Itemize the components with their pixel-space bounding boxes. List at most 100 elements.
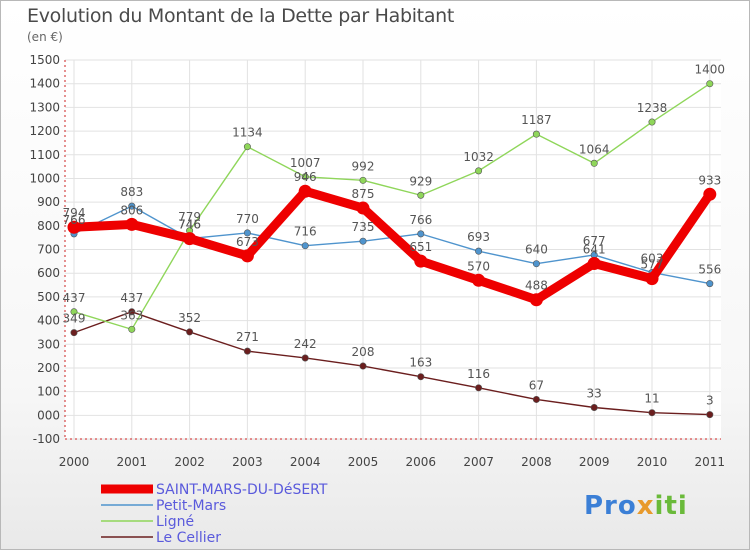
data-point	[590, 403, 598, 411]
data-point	[70, 308, 78, 316]
x-tick-label: 2009	[579, 455, 610, 469]
data-point	[417, 230, 425, 238]
data-label: 488	[525, 279, 548, 293]
data-label: 116	[467, 367, 490, 381]
data-point	[475, 384, 483, 392]
y-tick-label: 400	[37, 314, 60, 328]
x-tick-label: 2000	[59, 455, 90, 469]
data-label: 766	[409, 213, 432, 227]
data-label: 1134	[232, 126, 263, 140]
data-label: 693	[467, 230, 490, 244]
y-tick-label: 1300	[29, 100, 60, 114]
data-label: 806	[120, 203, 143, 217]
data-label: 271	[236, 330, 259, 344]
data-label: 716	[294, 225, 317, 239]
data-point	[359, 176, 367, 184]
data-label: 933	[698, 173, 721, 187]
y-tick-label: 800	[37, 219, 60, 233]
data-label: 766	[63, 213, 86, 227]
series-line-0	[69, 186, 715, 305]
legend-label: Petit-Mars	[156, 498, 226, 514]
data-point	[648, 409, 656, 417]
x-tick-label: 2008	[521, 455, 552, 469]
y-tick-label: 000	[37, 408, 60, 422]
data-label: 163	[409, 356, 432, 370]
data-label: 67	[529, 378, 544, 392]
data-label: 33	[587, 386, 602, 400]
data-point	[243, 229, 251, 237]
data-point	[243, 143, 251, 151]
data-point	[128, 308, 136, 316]
data-label: 556	[698, 263, 721, 277]
x-tick-label: 2007	[463, 455, 494, 469]
data-point	[703, 187, 717, 201]
data-label: 794	[63, 206, 86, 220]
data-point	[529, 293, 543, 307]
legend-label: Ligné	[156, 514, 194, 530]
data-point	[532, 260, 540, 268]
data-label: 770	[236, 212, 259, 226]
data-point	[243, 347, 251, 355]
y-tick-label: 100	[37, 385, 60, 399]
data-label: 352	[178, 311, 201, 325]
data-point	[475, 247, 483, 255]
y-tick-label: -100	[33, 432, 60, 446]
data-label: 929	[409, 174, 432, 188]
chart-title: Evolution du Montant de la Dette par Hab…	[27, 5, 455, 27]
data-label: 946	[294, 170, 317, 184]
data-label: 875	[352, 187, 375, 201]
data-label: 3	[706, 394, 714, 408]
y-tick-label: 1000	[29, 171, 60, 185]
legend-label: Le Cellier	[156, 530, 221, 546]
x-tick-label: 2003	[232, 455, 263, 469]
data-point	[475, 167, 483, 175]
data-label: 746	[178, 218, 201, 232]
data-point	[67, 220, 81, 234]
data-label: 779	[178, 210, 201, 224]
data-label: 992	[352, 159, 375, 173]
data-label: 437	[63, 291, 86, 305]
data-label: 883	[120, 185, 143, 199]
data-label: 208	[352, 345, 375, 359]
data-point	[240, 249, 254, 263]
data-label: 349	[63, 312, 86, 326]
data-point	[417, 373, 425, 381]
data-point	[706, 280, 714, 288]
data-label: 570	[467, 259, 490, 273]
data-label: 651	[409, 240, 432, 254]
data-label: 677	[583, 234, 606, 248]
data-label: 363	[120, 308, 143, 322]
x-tick-label: 2011	[695, 455, 726, 469]
y-tick-label: 600	[37, 266, 60, 280]
data-point	[359, 362, 367, 370]
data-label: 673	[236, 235, 259, 249]
data-point	[186, 328, 194, 336]
data-point	[359, 237, 367, 245]
y-tick-label: 300	[37, 337, 60, 351]
data-label: 577	[641, 258, 664, 272]
data-point	[648, 118, 656, 126]
data-label: 1064	[579, 142, 610, 156]
series-line-3	[73, 311, 711, 416]
y-tick-label: 1100	[29, 148, 60, 162]
x-tick-label: 2002	[174, 455, 205, 469]
data-point	[645, 272, 659, 286]
data-label: 1400	[695, 63, 726, 77]
data-label: 1238	[637, 101, 668, 115]
data-point	[532, 395, 540, 403]
data-point	[301, 354, 309, 362]
data-label: 1032	[463, 150, 494, 164]
data-point	[472, 273, 486, 287]
data-point	[590, 159, 598, 167]
unit-label: (en €)	[27, 30, 63, 44]
data-point	[183, 232, 197, 246]
x-tick-label: 2001	[117, 455, 148, 469]
x-tick-label: 2006	[406, 455, 437, 469]
y-tick-label: 500	[37, 290, 60, 304]
data-point	[414, 254, 428, 268]
data-label: 641	[583, 242, 606, 256]
data-point	[706, 411, 714, 419]
data-label: 1007	[290, 156, 321, 170]
